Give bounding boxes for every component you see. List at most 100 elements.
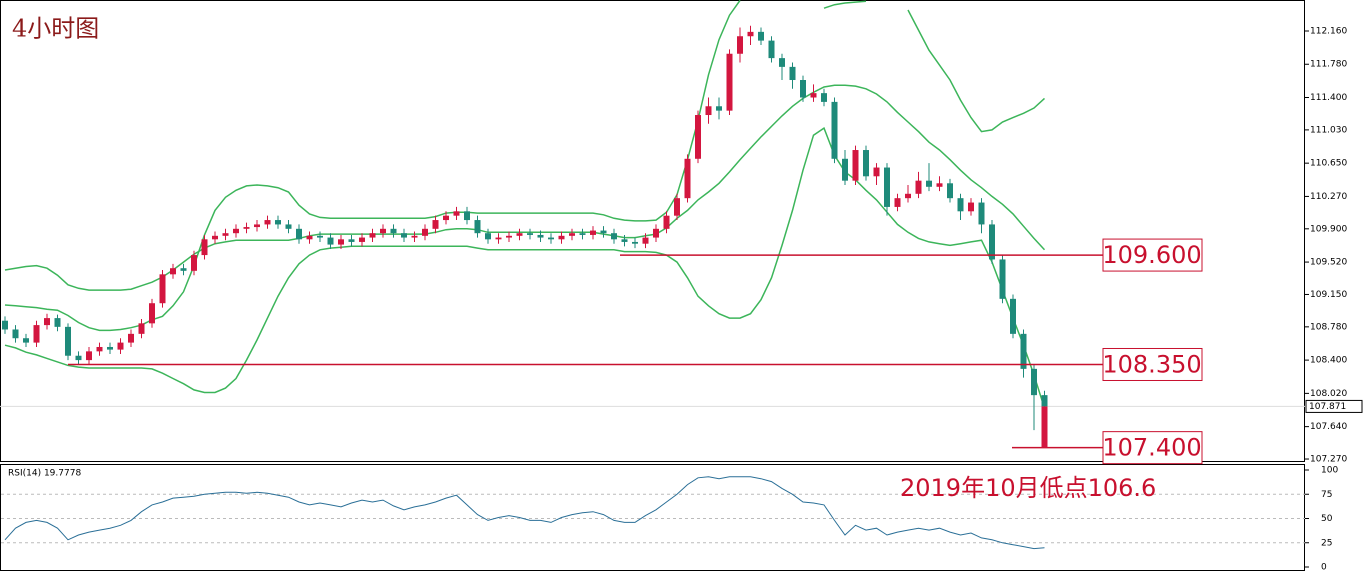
rsi-tick-label: 25: [1321, 538, 1332, 548]
price-label-box: [1305, 399, 1363, 413]
candle-body: [737, 36, 743, 54]
y-tick-label: 111.030: [1310, 125, 1347, 135]
candle-body: [1031, 368, 1037, 396]
candle-body: [1020, 333, 1027, 369]
candle-body: [905, 193, 911, 199]
candle-body: [380, 228, 386, 234]
chart-title: 4小时图: [12, 15, 99, 43]
candle-body: [222, 233, 229, 236]
candle-body: [243, 227, 250, 229]
candle-body: [569, 233, 575, 236]
candle-body: [968, 202, 974, 212]
candle-body: [54, 318, 61, 327]
candle-body: [65, 326, 71, 356]
candle-body: [537, 234, 544, 238]
candle-body: [1010, 298, 1016, 334]
candle-body: [527, 233, 533, 235]
candle-body: [653, 228, 659, 238]
candle-body: [285, 224, 292, 229]
y-tick-label: 109.520: [1310, 258, 1347, 268]
rsi-panel: [0, 464, 1305, 571]
y-tick-label: 108.020: [1310, 389, 1347, 399]
candle-body: [264, 220, 271, 225]
candle-body: [96, 346, 103, 352]
candle-body: [233, 228, 239, 234]
price-label: 107.871: [1309, 402, 1346, 412]
candle-body: [989, 224, 995, 260]
candle-body: [12, 329, 19, 339]
candle-body: [443, 215, 449, 221]
candle-body: [810, 93, 817, 98]
rsi-tick-label: 0: [1321, 563, 1327, 573]
candle-body: [779, 58, 785, 67]
candle-body: [611, 233, 617, 240]
candle-body: [296, 228, 302, 240]
candle-body: [432, 220, 439, 229]
candle-body: [453, 211, 460, 216]
y-tick-label: 107.270: [1310, 455, 1347, 465]
candle-body: [359, 237, 365, 242]
candle-body: [338, 239, 344, 245]
candle-body: [327, 237, 334, 245]
candle-body: [957, 198, 964, 212]
candle-body: [747, 31, 754, 37]
candle-body: [999, 259, 1006, 299]
candle-body: [485, 233, 491, 240]
candle-body: [170, 268, 176, 275]
candle-body: [642, 237, 649, 244]
candle-body: [2, 320, 8, 330]
candle-body: [852, 150, 859, 181]
y-tick-label: 109.150: [1310, 290, 1347, 300]
candle-body: [915, 180, 922, 194]
candle-body: [44, 318, 50, 326]
candle-body: [926, 180, 932, 187]
price-plot: [0, 0, 1305, 431]
rsi-tick-label: 50: [1321, 514, 1333, 524]
candle-body: [159, 274, 166, 304]
candle-body: [621, 239, 628, 242]
level-label: 107.400: [1102, 434, 1201, 462]
candle-body: [212, 235, 218, 240]
candle-body: [474, 220, 481, 234]
y-tick-label: 109.900: [1310, 224, 1347, 234]
candle-body: [600, 230, 607, 234]
candle-body: [632, 241, 638, 244]
candle-body: [558, 235, 565, 240]
candle-body: [663, 215, 670, 229]
candle-body: [947, 183, 953, 199]
candle-body: [789, 66, 796, 81]
candle-body: [317, 235, 323, 238]
level-box: [1102, 347, 1203, 381]
candle-body: [831, 101, 838, 159]
candle-body: [149, 303, 155, 324]
candle-body: [548, 237, 554, 240]
candle-body: [1041, 395, 1048, 407]
band-lower: [4, 126, 1046, 409]
candle-body: [674, 198, 680, 216]
candle-body: [180, 268, 187, 271]
candle-body: [86, 351, 92, 361]
rsi-line: [4, 476, 1045, 550]
candle-body: [863, 150, 869, 177]
candle-body: [758, 31, 764, 41]
y-tick-label: 108.400: [1310, 356, 1347, 366]
candle-body: [506, 235, 512, 238]
band-middle: [4, 84, 1046, 291]
candle-body: [842, 158, 848, 181]
candle-body: [191, 255, 197, 271]
overlay: 107.270 107.640 108.020 108.400 108.780 109.1…: [1, 26, 1363, 573]
candle-body: [894, 198, 901, 207]
band-upper: [4, 0, 1046, 332]
candle-body: [978, 202, 985, 225]
candle-body: [579, 233, 586, 235]
level-marker: [1041, 406, 1048, 448]
price-panel: [0, 0, 1305, 462]
candle-body: [201, 239, 208, 256]
rsi-tick-label: 75: [1321, 490, 1332, 500]
annotation: 2019年10月低点106.6: [900, 474, 1156, 502]
candle-body: [464, 211, 470, 221]
candle-body: [33, 325, 40, 343]
candle-body: [684, 158, 691, 199]
candle-body: [936, 183, 943, 187]
candle-body: [254, 224, 260, 228]
